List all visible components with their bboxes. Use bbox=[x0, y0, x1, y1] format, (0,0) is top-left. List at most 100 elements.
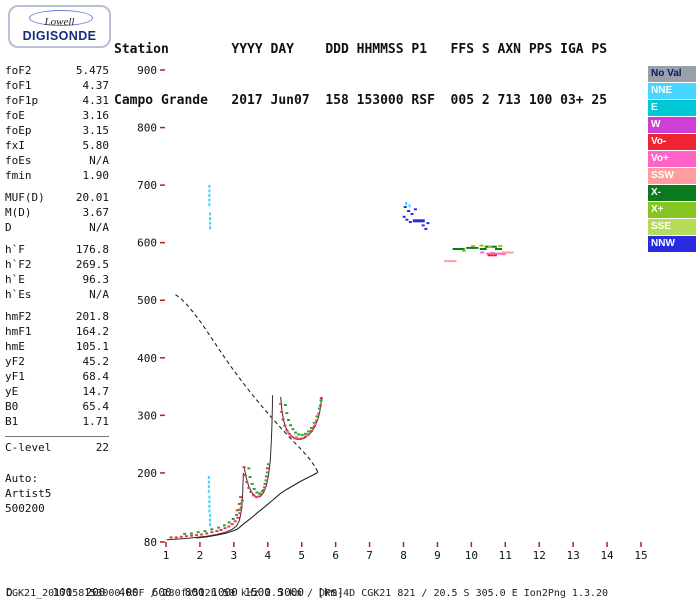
echo-point-x-echoes-F2 bbox=[291, 428, 295, 431]
echo-point-o-echoes-F2 bbox=[300, 437, 304, 440]
legend-item-no-val: No Val bbox=[648, 66, 696, 82]
echo-point-spread-f-pink bbox=[494, 252, 499, 255]
echo-point-interference-cyan bbox=[208, 184, 211, 188]
echo-point-o-echoes-F2 bbox=[317, 412, 321, 415]
param-label: hmE bbox=[5, 340, 25, 353]
param-value: 1.90 bbox=[82, 169, 110, 182]
echo-point-spread-f-green bbox=[495, 248, 502, 250]
echo-point-o-echoes-E bbox=[200, 533, 204, 536]
echo-point-o-echoes-F1 bbox=[243, 474, 247, 477]
echo-point-interference-cyan bbox=[209, 514, 212, 517]
param-label: foEp bbox=[5, 124, 32, 137]
x-axis-label: 12 bbox=[533, 549, 546, 562]
echo-point-x-echoes-F2 bbox=[315, 415, 319, 418]
echo-point-x-echoes-E bbox=[231, 518, 235, 520]
distance-row: D 100 200 400 600 800 1000 1500 3000 [km… bbox=[6, 586, 344, 599]
param-label: hmF2 bbox=[5, 310, 32, 323]
param-value: N/A bbox=[89, 154, 109, 167]
echo-point-o-echoes-E bbox=[215, 530, 219, 533]
autoscaling-code: 500200 bbox=[5, 502, 45, 515]
echo-point-o-echoes-F1 bbox=[264, 475, 268, 478]
param-label: h`E bbox=[5, 273, 25, 286]
echo-point-x-echoes-F1 bbox=[265, 471, 269, 474]
param-label: hmF1 bbox=[5, 325, 32, 338]
echo-point-o-echoes-E bbox=[189, 534, 193, 537]
param-group: hmF2 201.8 hmF1 164.2 hmE 105.1 yF2 45.2 yF1 68.4… bbox=[5, 309, 109, 429]
echo-point-o-echoes-E bbox=[235, 509, 239, 512]
echo-point-spread-f-green bbox=[457, 248, 465, 250]
echo-point-second-hop-blue bbox=[402, 215, 406, 218]
echo-point-x-echoes-E bbox=[183, 532, 187, 535]
param-row: hmF1 164.2 bbox=[5, 324, 109, 339]
param-label: MUF(D) bbox=[5, 191, 45, 204]
echo-point-o-echoes-E bbox=[210, 531, 214, 534]
echo-point-o-echoes-F2 bbox=[312, 425, 316, 428]
param-label: fxI bbox=[5, 139, 25, 152]
echo-point-x-echoes-F1 bbox=[255, 491, 259, 494]
echo-point-o-echoes-F2 bbox=[319, 397, 323, 400]
echo-point-o-echoes-F1 bbox=[249, 490, 253, 493]
param-value: N/A bbox=[89, 221, 109, 234]
param-row: M(D) 3.67 bbox=[5, 205, 109, 220]
echo-point-o-echoes-E bbox=[179, 535, 183, 538]
echo-point-o-echoes-E bbox=[239, 496, 243, 499]
echo-point-interference-cyan bbox=[209, 217, 212, 220]
echo-point-o-echoes-F2 bbox=[293, 437, 297, 440]
header-labels-line: Station YYYY DAY DDD HHMMSS P1 FFS S AXN… bbox=[114, 42, 608, 57]
x-axis-label: 15 bbox=[634, 549, 647, 562]
echo-point-x-echoes-E bbox=[235, 513, 239, 516]
logo-lowell-wrap: Lowell bbox=[10, 10, 109, 28]
echo-point-interference-cyan bbox=[208, 198, 211, 202]
echo-point-spread-f-salmon bbox=[449, 260, 457, 263]
logo-lowell-text: Lowell bbox=[44, 16, 75, 28]
echo-point-o-echoes-E bbox=[230, 523, 234, 526]
x-axis-label: 13 bbox=[567, 549, 580, 562]
echo-point-x-echoes-E bbox=[210, 528, 214, 531]
echo-point-x-echoes-E bbox=[203, 530, 207, 533]
echo-point-o-echoes-E bbox=[169, 536, 173, 539]
echo-point-spread-f-green bbox=[452, 248, 460, 250]
echo-point-spread-f-pink bbox=[490, 252, 495, 254]
echo-point-x-echoes-F2 bbox=[287, 419, 290, 421]
echo-point-spread-f-lightgreen bbox=[498, 245, 503, 248]
echo-point-o-echoes-F2 bbox=[281, 418, 285, 421]
echo-point-x-echoes-F1 bbox=[264, 479, 268, 482]
param-label: foEs bbox=[5, 154, 32, 167]
echo-point-o-echoes-E bbox=[237, 503, 241, 505]
x-axis-label: 3 bbox=[231, 549, 238, 562]
fitted-trace-line bbox=[280, 396, 323, 441]
param-label: C-level bbox=[5, 441, 52, 454]
echo-point-o-echoes-E bbox=[184, 535, 188, 538]
x-axis-label: 6 bbox=[332, 549, 339, 562]
echo-point-o-echoes-F1 bbox=[263, 482, 267, 485]
echo-point-second-hop-blue bbox=[405, 218, 409, 221]
echo-point-spread-f-lightgreen bbox=[471, 245, 476, 248]
param-value: 20.01 bbox=[75, 191, 109, 204]
param-group: MUF(D) 20.01 M(D) 3.67 D N/A bbox=[5, 190, 109, 235]
param-row: D N/A bbox=[5, 220, 109, 235]
echo-point-second-hop-blue bbox=[424, 227, 428, 230]
param-value: 3.15 bbox=[82, 124, 110, 137]
autoscaling-block: Auto: Artist5 500200 bbox=[5, 471, 109, 516]
echo-point-interference-cyan bbox=[208, 194, 211, 197]
echo-point-second-hop-blue bbox=[403, 206, 407, 208]
echo-point-second-hop-blue bbox=[410, 212, 414, 215]
legend-item-e: E bbox=[648, 100, 696, 116]
echo-point-x-echoes-F2 bbox=[310, 427, 314, 429]
echo-point-o-echoes-F1 bbox=[254, 496, 258, 499]
echo-point-o-echoes-F2 bbox=[280, 410, 284, 413]
echo-point-o-echoes-F2-pink bbox=[313, 423, 317, 425]
parameter-panel: foF2 5.475 foF1 4.37 foF1p 4.31 foE 3.16 foEp 3.1… bbox=[5, 63, 109, 516]
echo-point-x-echoes-F1 bbox=[250, 482, 254, 485]
param-row: yF2 45.2 bbox=[5, 354, 109, 369]
param-label: h`F2 bbox=[5, 258, 32, 271]
echo-point-o-echoes-E bbox=[233, 520, 237, 523]
param-row: h`E 96.3 bbox=[5, 272, 109, 287]
echo-point-o-echoes-F2 bbox=[285, 429, 289, 432]
param-value: 65.4 bbox=[82, 400, 110, 413]
param-row: foF1 4.37 bbox=[5, 78, 109, 93]
echo-point-x-echoes-F1 bbox=[247, 467, 251, 470]
param-value: 3.16 bbox=[82, 109, 110, 122]
legend-item-ssw: SSW bbox=[648, 168, 696, 184]
parameter-groups: foF2 5.475 foF1 4.37 foF1p 4.31 foE 3.16 foEp 3.1… bbox=[5, 63, 109, 455]
